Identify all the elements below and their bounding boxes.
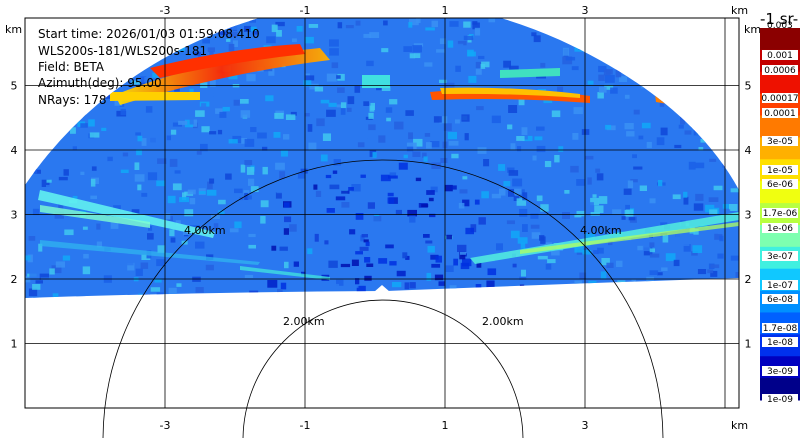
colorbar-label: 1e-05 bbox=[767, 166, 793, 176]
colorbar-label-bg bbox=[762, 251, 798, 261]
field-text: Field: BETA bbox=[38, 60, 105, 74]
colorbar-label-bg bbox=[762, 108, 798, 118]
y-unit-right: km bbox=[744, 23, 761, 36]
colorbar-label-bg bbox=[762, 93, 798, 103]
y-tick-label: 3 bbox=[745, 209, 752, 222]
y-tick-label: 5 bbox=[745, 80, 752, 93]
range-ring-label: 2.00km bbox=[283, 315, 325, 328]
colorbar-label: 1e-08 bbox=[767, 338, 793, 348]
colorbar-top-label: 0.003 bbox=[767, 21, 793, 31]
colorbar-segment bbox=[760, 71, 800, 95]
colorbar-label: 1e-09 bbox=[767, 395, 793, 405]
y-tick-label: 1 bbox=[745, 338, 752, 351]
x-ticks-top: -3 -1 1 3 bbox=[160, 4, 589, 17]
colorbar-label: 0.001 bbox=[767, 51, 793, 61]
range-ring-label: 4.00km bbox=[580, 224, 622, 237]
colorbar-label-bg bbox=[762, 394, 798, 404]
y-tick-label: 4 bbox=[745, 144, 752, 157]
colorbar-label-bg bbox=[762, 165, 798, 175]
plot-frame bbox=[24, 17, 740, 409]
colorbar-label: 0.0001 bbox=[764, 109, 796, 119]
y-ticks-right: 1 2 3 4 5 bbox=[745, 80, 752, 351]
x-tick-label: -1 bbox=[300, 4, 311, 17]
start-time-text: Start time: 2026/01/03 01:59:08.410 bbox=[38, 27, 260, 41]
y-ticks-left: 1 2 3 4 5 bbox=[11, 80, 18, 351]
x-tick-label: -1 bbox=[300, 419, 311, 432]
colorbar-label-bg bbox=[762, 50, 798, 60]
colorbar-label: 1.7e-08 bbox=[763, 324, 798, 334]
colorbar-label-bg bbox=[762, 65, 798, 75]
x-unit-top: km bbox=[731, 4, 748, 17]
range-ring-label: 4.00km bbox=[184, 224, 226, 237]
colorbar-label: 0.0006 bbox=[764, 66, 796, 76]
colorbar-label-bg bbox=[762, 366, 798, 376]
x-tick-label: 3 bbox=[582, 419, 589, 432]
colorbar-label: 3e-09 bbox=[767, 367, 793, 377]
azimuth-text: Azimuth(deg): 95.00 bbox=[38, 76, 162, 90]
colorbar-label-bg bbox=[762, 208, 798, 218]
instrument-text: WLS200s-181/WLS200s-181 bbox=[38, 44, 207, 58]
info-panel: Start time: 2026/01/03 01:59:08.410 WLS2… bbox=[38, 27, 260, 107]
colorbar-label-bg bbox=[762, 179, 798, 189]
beta-field bbox=[25, 18, 739, 298]
colorbar-label-bg bbox=[762, 337, 798, 347]
colorbar-label: 6e-06 bbox=[767, 180, 793, 190]
x-tick-label: 1 bbox=[442, 4, 449, 17]
colorbar-label-bg bbox=[762, 280, 798, 290]
colorbar-label: 3e-05 bbox=[767, 137, 793, 147]
x-unit-bottom: km bbox=[731, 419, 748, 432]
plot-grid bbox=[25, 18, 739, 408]
colorbar-label: 1.7e-06 bbox=[763, 209, 798, 219]
colorbar-label-bg bbox=[762, 136, 798, 146]
x-tick-label: -3 bbox=[160, 4, 171, 17]
y-tick-label: 5 bbox=[11, 80, 18, 93]
y-tick-label: 2 bbox=[11, 273, 18, 286]
colorbar: -1 sr- 0.003 0.001 0.0006 0.00017 0.0001 3e-… bbox=[760, 10, 800, 405]
x-tick-label: 3 bbox=[582, 4, 589, 17]
colorbar-label: 1e-07 bbox=[767, 281, 793, 291]
x-tick-label: -3 bbox=[160, 419, 171, 432]
colorbar-label-bg bbox=[762, 223, 798, 233]
colorbar-unit: -1 sr- bbox=[760, 10, 798, 28]
x-tick-label: 1 bbox=[442, 419, 449, 432]
colorbar-label-bg bbox=[762, 323, 798, 333]
range-rings: 2.00km 2.00km 4.00km 4.00km bbox=[102, 159, 664, 438]
nrays-text: NRays: 178 bbox=[38, 93, 107, 107]
colorbar-label: 6e-08 bbox=[767, 295, 793, 305]
y-tick-label: 1 bbox=[11, 338, 18, 351]
colorbar-label: 3e-07 bbox=[767, 252, 793, 262]
colorbar-label: 1e-06 bbox=[767, 224, 793, 234]
y-unit-left: km bbox=[5, 23, 22, 36]
colorbar-label: 0.00017 bbox=[761, 94, 798, 104]
y-tick-label: 3 bbox=[11, 209, 18, 222]
y-tick-label: 2 bbox=[745, 273, 752, 286]
y-tick-label: 4 bbox=[11, 144, 18, 157]
colorbar-segment bbox=[760, 115, 800, 138]
x-ticks-bottom: -3 -1 1 3 bbox=[160, 419, 589, 432]
range-ring-label: 2.00km bbox=[482, 315, 524, 328]
colorbar-segment bbox=[760, 28, 800, 51]
colorbar-label-bg bbox=[762, 294, 798, 304]
